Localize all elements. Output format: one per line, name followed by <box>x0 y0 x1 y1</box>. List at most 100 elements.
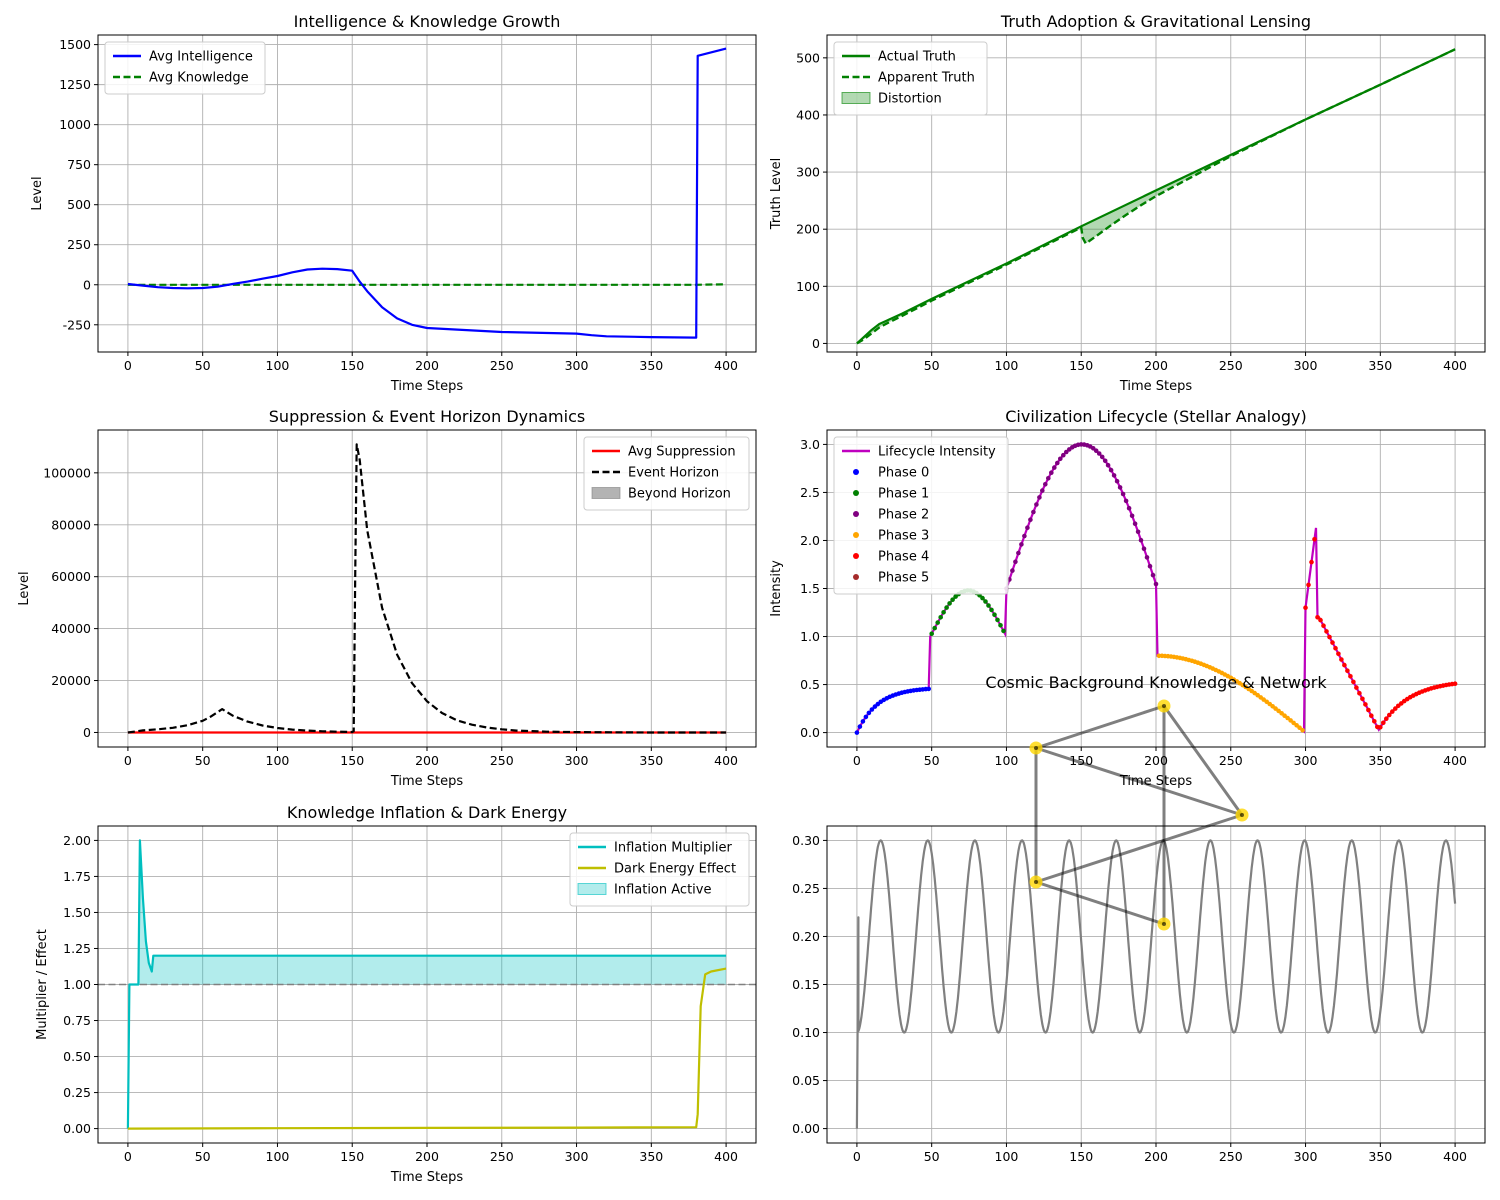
y-tick-label: -250 <box>63 317 91 332</box>
x-tick-label: 100 <box>995 358 1019 373</box>
y-tick-label: 0.05 <box>792 1073 820 1088</box>
legend-label: Phase 3 <box>878 529 929 544</box>
network-edge <box>1035 813 1243 884</box>
phase-point <box>989 607 994 613</box>
x-tick-label: 250 <box>490 753 514 768</box>
phase-point <box>1105 462 1111 468</box>
y-tick-label: 0.5 <box>800 677 820 692</box>
y-tick-label: 2.5 <box>800 485 820 500</box>
x-tick-label: 0 <box>853 753 861 768</box>
phase-point <box>980 595 985 601</box>
y-tick-label: 1.25 <box>63 941 91 956</box>
phase-point <box>929 631 934 636</box>
panel-title: Cosmic Background Knowledge & Network <box>985 673 1327 692</box>
phase-point <box>947 601 952 606</box>
axes-frame <box>97 34 757 353</box>
phase-point <box>1120 491 1126 497</box>
y-tick-label: 0.20 <box>792 929 820 944</box>
x-tick-label: 150 <box>1069 358 1093 373</box>
phase-point <box>1031 509 1036 515</box>
y-tick-label: 2.0 <box>800 533 820 548</box>
y-tick-label: 60000 <box>51 569 91 584</box>
x-tick-label: 0 <box>124 358 132 373</box>
phase-point <box>1096 451 1102 456</box>
legend-label: Phase 1 <box>878 487 929 502</box>
legend-frame <box>583 436 750 511</box>
phase-point <box>1114 478 1120 484</box>
y-tick-label: 0 <box>812 336 820 351</box>
phase-point <box>1013 559 1018 565</box>
y-tick-label: 0.0 <box>800 725 820 740</box>
x-tick-label: 150 <box>340 1149 364 1164</box>
phase-point <box>1381 720 1386 726</box>
phase-point <box>1339 657 1344 662</box>
y-tick-label: 1.50 <box>63 905 91 920</box>
x-tick-label: 400 <box>714 753 738 768</box>
series-inflation-multiplier <box>126 839 727 1129</box>
x-tick-label: 250 <box>1219 358 1243 373</box>
phase-point <box>1141 546 1147 551</box>
phase-point <box>1378 725 1383 730</box>
phase-point <box>1010 568 1015 573</box>
phase-point <box>1348 674 1353 679</box>
x-tick-label: 350 <box>639 358 663 373</box>
plot-area <box>98 839 756 1130</box>
phase-point <box>854 730 860 735</box>
legend-label: Event Horizon <box>628 466 719 481</box>
legend-label: Inflation Active <box>614 883 711 898</box>
y-tick-label: 750 <box>67 157 91 172</box>
x-tick-label: 150 <box>340 358 364 373</box>
panel-cosmic: 0 50 100 150 200 250 300 350 4000.000.050.100.15… <box>792 673 1486 1164</box>
phase-point <box>1153 581 1159 587</box>
x-tick-label: 100 <box>266 358 290 373</box>
plot-area <box>127 47 727 339</box>
phase-point <box>1049 470 1054 476</box>
legend-swatch <box>853 574 859 580</box>
x-tick-label: 300 <box>1294 753 1318 768</box>
legend-swatch <box>577 883 607 895</box>
series-avg-intelligence <box>127 47 727 339</box>
x-tick-label: 100 <box>266 753 290 768</box>
phase-point <box>1034 502 1039 507</box>
network-node-core <box>1034 880 1038 884</box>
network-edge <box>1035 880 1165 926</box>
panel-intelligence: 0 50 100 150 200 250 300 350 400 -250 0 250 500 750 10… <box>30 12 757 394</box>
y-tick-label: 0 <box>83 725 91 740</box>
panel-title: Intelligence & Knowledge Growth <box>294 12 561 31</box>
phase-point <box>1342 662 1347 668</box>
phase-point <box>1306 582 1311 588</box>
phase-point <box>1046 476 1051 481</box>
plot-area <box>854 442 1458 735</box>
x-tick-label: 50 <box>924 753 940 768</box>
x-axis-label: Time Steps <box>1119 774 1193 789</box>
phase-point <box>1061 452 1066 458</box>
phase-point <box>863 714 869 720</box>
phase-point <box>1037 495 1042 500</box>
panel-suppression: 0 50 100 150 200 250 300 350 400 0 20000 40000 60000… <box>17 407 757 789</box>
phase-point <box>1354 685 1359 690</box>
x-tick-label: 0 <box>124 753 132 768</box>
x-tick-label: 350 <box>1368 753 1392 768</box>
x-tick-label: 0 <box>124 1149 132 1164</box>
phase-point <box>1363 702 1368 707</box>
phase-point <box>1390 709 1395 714</box>
legend-swatch <box>853 490 859 496</box>
x-tick-label: 200 <box>1144 1149 1168 1164</box>
legend-label: Distortion <box>878 92 942 107</box>
phase-point <box>1126 505 1132 511</box>
network-node-core <box>1162 704 1166 708</box>
legend-swatch <box>853 469 859 475</box>
phase-point <box>857 724 863 729</box>
panel-inflation: 0 50 100 150 200 250 300 350 400 0.00 0.25 0.50 0.75… <box>35 803 757 1185</box>
network-edge <box>1162 705 1244 816</box>
phase-point <box>860 719 866 724</box>
phase-point <box>944 605 949 610</box>
x-axis-label: Time Steps <box>390 379 464 394</box>
x-tick-label: 250 <box>1219 753 1243 768</box>
y-tick-label: 0.75 <box>63 1013 91 1028</box>
x-tick-label: 150 <box>1069 1149 1093 1164</box>
x-tick-label: 200 <box>415 753 439 768</box>
y-tick-label: 0.00 <box>792 1121 820 1136</box>
y-tick-label: 0.10 <box>792 1025 820 1040</box>
x-tick-label: 350 <box>1368 358 1392 373</box>
